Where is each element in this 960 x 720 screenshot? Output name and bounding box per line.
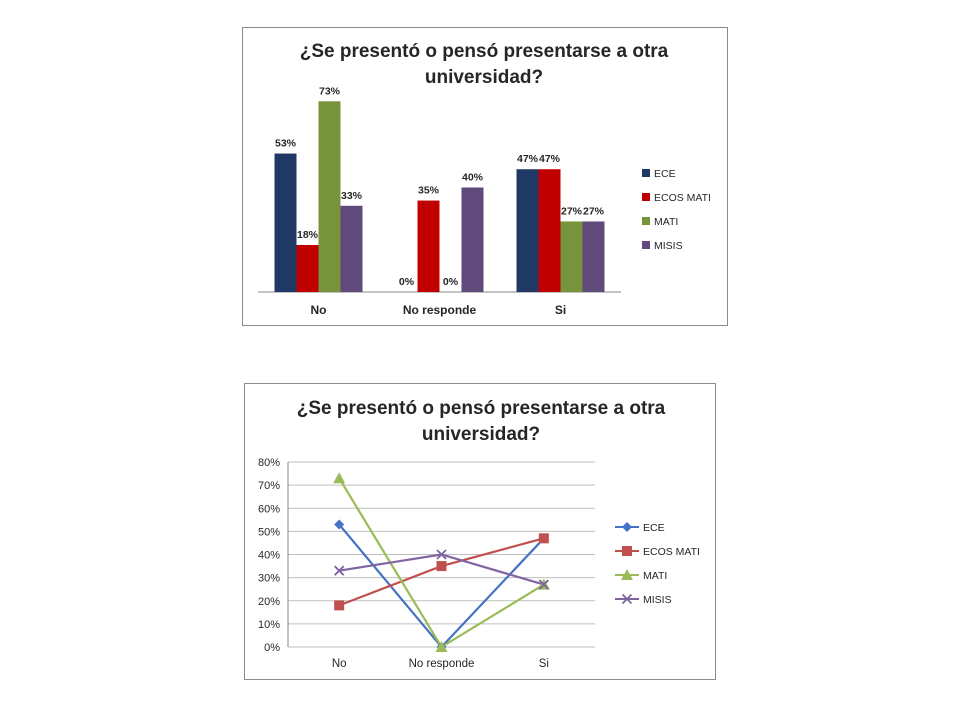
bar-category-label-no: No: [311, 303, 327, 317]
bar-category-label-no-responde: No responde: [403, 303, 477, 317]
line-legend-label-mati: MATI: [643, 570, 667, 582]
line-point-misis-no: [334, 565, 345, 576]
line-point-mati-no-responde: [435, 641, 448, 652]
bar-data-label-ece-si: 47%: [517, 153, 539, 165]
bar-legend-label-ece: ECE: [654, 168, 676, 180]
line-y-tick-30: 30%: [258, 573, 280, 585]
line-x-tick-no-responde: No responde: [409, 658, 475, 670]
bar-ece-no: [274, 153, 297, 292]
line-point-ecos-mati-no: [334, 600, 345, 611]
line-x-tick-si: Si: [539, 658, 549, 670]
bar-data-label-ece-no: 53%: [275, 138, 297, 150]
line-y-tick-50: 50%: [258, 526, 280, 538]
bar-data-label-mati-si: 27%: [561, 205, 583, 217]
line-x-tick-no: No: [332, 658, 347, 670]
bar-misis-no: [340, 205, 363, 292]
bar-data-label-ece-no-responde: 0%: [399, 276, 415, 288]
bar-chart-title-line-2: universidad?: [425, 67, 543, 88]
bar-chart: ¿Se presentó o pensó presentarse a otra …: [258, 41, 711, 317]
bar-legend-swatch-ece: [642, 169, 650, 177]
line-legend-label-ecos-mati: ECOS MATI: [643, 546, 700, 558]
line-point-misis-no-responde: [436, 549, 447, 560]
bar-ecos-mati-no-responde: [417, 200, 440, 292]
line-chart: ¿Se presentó o pensó presentarse a otra …: [258, 398, 700, 670]
line-point-ecos-mati-si: [538, 533, 549, 544]
line-legend-marker-ece: [622, 522, 632, 532]
line-y-tick-70: 70%: [258, 480, 280, 492]
bar-data-label-ecos-mati-si: 47%: [539, 153, 561, 165]
bar-mati-si: [560, 221, 583, 292]
line-y-tick-20: 20%: [258, 596, 280, 608]
bar-ecos-mati-si: [538, 169, 561, 292]
bar-data-label-ecos-mati-no: 18%: [297, 229, 319, 241]
bar-ecos-mati-no: [296, 244, 319, 292]
bar-category-label-si: Si: [555, 303, 566, 317]
line-chart-frame: ¿Se presentó o pensó presentarse a otra …: [244, 383, 716, 680]
line-legend-marker-misis: [621, 593, 633, 605]
bar-ece-si: [516, 169, 539, 292]
line-chart-title-line-1: ¿Se presentó o pensó presentarse a otra: [297, 398, 666, 419]
bar-data-label-misis-si: 27%: [583, 205, 605, 217]
line-y-tick-10: 10%: [258, 619, 280, 631]
bar-legend-label-misis: MISIS: [654, 240, 683, 252]
bar-legend-swatch-ecos-mati: [642, 193, 650, 201]
line-legend-label-ece: ECE: [643, 522, 665, 534]
line-y-tick-80: 80%: [258, 457, 280, 469]
bar-chart-frame: ¿Se presentó o pensó presentarse a otra …: [242, 27, 728, 326]
line-legend-label-misis: MISIS: [643, 594, 672, 606]
line-point-misis-si: [538, 579, 549, 590]
bar-legend-swatch-mati: [642, 217, 650, 225]
line-point-ecos-mati-no-responde: [436, 561, 447, 572]
bar-mati-no: [318, 101, 341, 292]
line-series-ece: [338, 523, 545, 649]
line-point-mati-no: [333, 472, 346, 484]
bar-data-label-misis-no: 33%: [341, 190, 363, 202]
bar-chart-title-line-1: ¿Se presentó o pensó presentarse a otra: [300, 41, 669, 62]
bar-misis-si: [582, 221, 605, 292]
line-y-tick-60: 60%: [258, 503, 280, 515]
bar-data-label-mati-no: 73%: [319, 85, 341, 97]
bar-data-label-mati-no-responde: 0%: [443, 276, 459, 288]
bar-misis-no-responde: [461, 187, 484, 292]
line-y-tick-0: 0%: [264, 642, 280, 654]
bar-legend-swatch-misis: [642, 241, 650, 249]
bar-data-label-misis-no-responde: 40%: [462, 172, 484, 184]
bar-legend-label-mati: MATI: [654, 216, 678, 228]
bar-legend-label-ecos-mati: ECOS MATI: [654, 192, 711, 204]
line-y-tick-40: 40%: [258, 550, 280, 562]
line-legend-marker-mati: [621, 569, 633, 580]
bar-data-label-ecos-mati-no-responde: 35%: [418, 185, 440, 197]
line-chart-title-line-2: universidad?: [422, 424, 540, 445]
line-point-ece-no: [334, 519, 345, 530]
line-legend-marker-ecos-mati: [622, 546, 632, 556]
